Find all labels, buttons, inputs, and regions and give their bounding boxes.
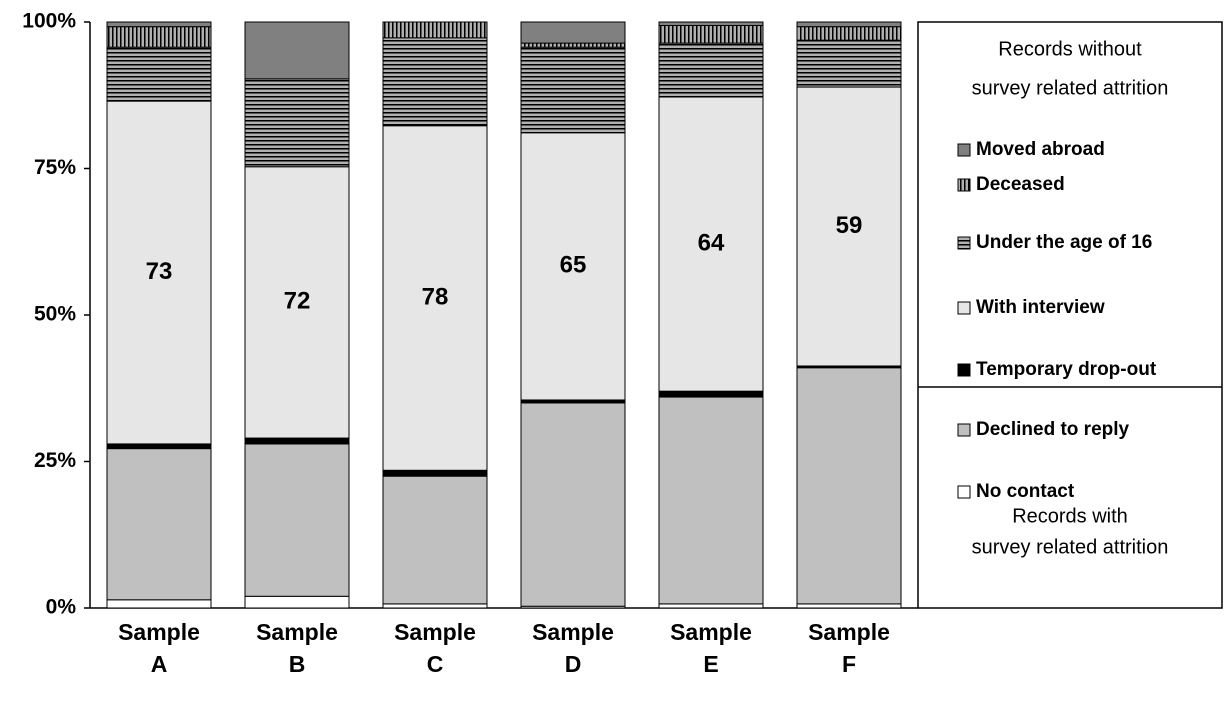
legend-swatch xyxy=(957,485,971,499)
bar-segment xyxy=(106,46,212,102)
bar-segment xyxy=(520,21,626,44)
x-tick-label: Sample E xyxy=(670,619,752,677)
data-label: 73 xyxy=(146,258,173,285)
legend-label: Under the age of 16 xyxy=(976,232,1152,253)
data-label: 78 xyxy=(422,283,449,310)
bar-segment xyxy=(658,25,764,44)
x-tick-label: Sample B xyxy=(256,619,338,677)
bar-segment xyxy=(658,42,764,98)
bar-segment xyxy=(658,603,764,609)
x-tick-label: Sample D xyxy=(532,619,614,677)
bar-segment xyxy=(796,603,902,609)
bar-segment xyxy=(382,475,488,605)
legend-label: No contact xyxy=(976,481,1075,502)
data-label: 59 xyxy=(836,212,863,239)
bar-segment xyxy=(106,448,212,601)
bar-segment xyxy=(520,132,626,401)
bar-segment xyxy=(658,390,764,398)
bar-segment xyxy=(796,39,902,88)
bar-segment xyxy=(244,437,350,445)
data-label: 72 xyxy=(284,288,311,315)
bar-segment xyxy=(658,396,764,605)
bar-segment xyxy=(796,367,902,605)
legend-box xyxy=(917,21,1223,609)
bar-segment xyxy=(520,46,626,134)
legend-swatch xyxy=(957,301,971,315)
bar-segment xyxy=(796,21,902,28)
bar-segment xyxy=(382,603,488,609)
bar-segment xyxy=(382,21,488,39)
data-label: 65 xyxy=(560,252,587,279)
bar-segment xyxy=(244,166,350,439)
bar-segment xyxy=(244,78,350,168)
legend-heading: Records without xyxy=(998,38,1142,60)
y-tick-label: 25% xyxy=(34,449,76,472)
bar-segment xyxy=(520,42,626,48)
bar-segment xyxy=(796,26,902,41)
y-tick-label: 50% xyxy=(34,303,76,326)
x-tick-label: Sample C xyxy=(394,619,476,677)
bar-segment xyxy=(520,402,626,607)
bar-segment xyxy=(382,469,488,477)
bar-segment xyxy=(244,443,350,597)
bar-segment xyxy=(382,37,488,127)
data-label: 64 xyxy=(698,229,725,256)
bar-segment xyxy=(244,595,350,609)
legend-heading: survey related attrition xyxy=(972,536,1169,558)
legend-swatch xyxy=(957,178,971,192)
bar-segment xyxy=(658,21,764,27)
legend-heading: survey related attrition xyxy=(972,77,1169,99)
y-tick-label: 0% xyxy=(46,596,77,619)
bar-segment xyxy=(106,21,212,28)
bar-segment xyxy=(658,96,764,392)
legend-label: Moved abroad xyxy=(976,139,1105,160)
legend-swatch xyxy=(957,143,971,157)
legend-label: With interview xyxy=(976,297,1105,318)
x-tick-label: Sample A xyxy=(118,619,200,677)
legend-label: Declined to reply xyxy=(976,419,1130,440)
legend-label: Temporary drop-out xyxy=(976,359,1157,380)
y-tick-label: 100% xyxy=(22,10,76,33)
legend-swatch xyxy=(957,423,971,437)
bar-segment xyxy=(106,26,212,48)
bar-segment xyxy=(106,599,212,609)
legend-heading: Records with xyxy=(1012,505,1128,527)
legend-label: Deceased xyxy=(976,174,1065,195)
legend-swatch xyxy=(957,236,971,250)
bar-segment xyxy=(244,21,350,80)
bar-segment xyxy=(106,443,212,450)
x-tick-label: Sample F xyxy=(808,619,890,677)
bar-segment xyxy=(106,100,212,445)
legend-swatch xyxy=(957,363,971,377)
bar-segment xyxy=(382,125,488,471)
y-tick-label: 75% xyxy=(34,156,76,179)
bar-segment xyxy=(796,86,902,367)
